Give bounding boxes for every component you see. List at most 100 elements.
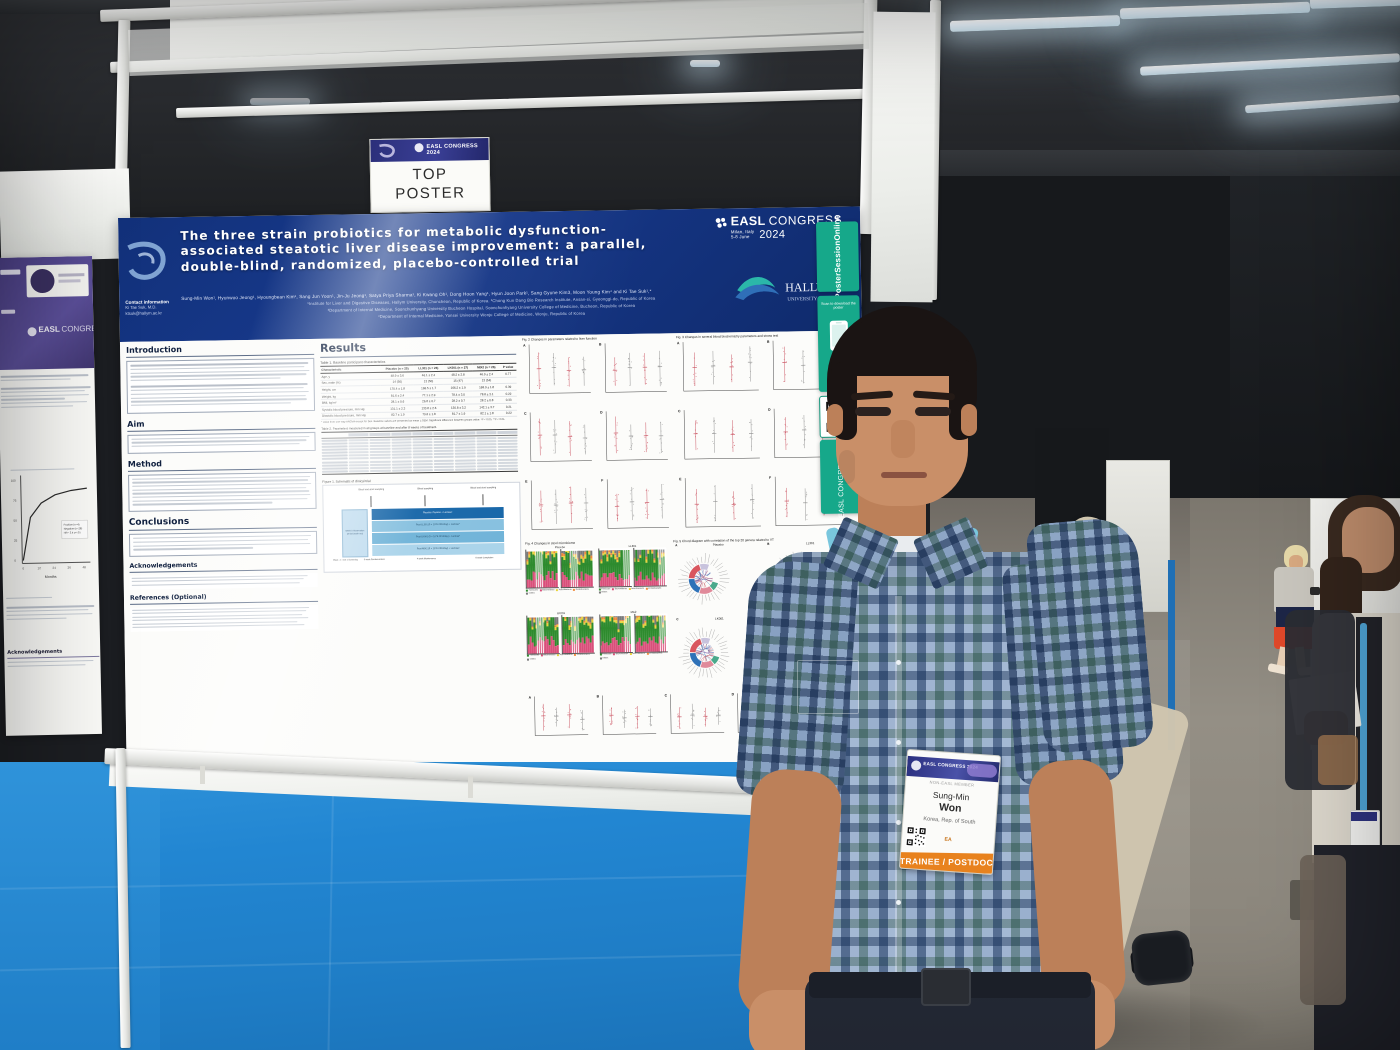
flow-arm-bar: Post LL301 (5 × 10^9 CFU/day) + Lactose² xyxy=(372,519,504,532)
svg-text:D: D xyxy=(600,410,603,414)
section-heading: Introduction xyxy=(126,343,314,355)
top-poster-sign: EASL CONGRESS 2024 TOP POSTER xyxy=(369,137,490,213)
fig4-legend: Firmicutes Bacteroidetes Actinobacteria Pro… xyxy=(599,652,669,659)
easl-dots-icon xyxy=(715,217,728,228)
flow-arm-bar: Post LK001 (5 × 10^9 CFU/day) + Lactose² xyxy=(372,531,504,544)
poster-middle-column: Results Table 1. Baseline participant ch… xyxy=(320,336,520,573)
table-cell: 79.6 ± 1.8 xyxy=(414,411,443,418)
svg-text:C: C xyxy=(664,693,667,697)
cheek-shadow xyxy=(839,450,855,484)
fig4-legend: Firmicutes Bacteroidetes Actinobacteria Pro… xyxy=(526,588,596,595)
neighbour-university-logo xyxy=(26,264,89,297)
svg-text:C: C xyxy=(524,412,527,416)
watch-face[interactable] xyxy=(1130,929,1193,987)
shirt-button xyxy=(896,820,901,825)
svg-text:0: 0 xyxy=(22,566,24,570)
stacked-bar-chart xyxy=(598,548,632,588)
svg-text:A: A xyxy=(523,344,526,348)
neighbour-poster-header: EASL CONGRESS xyxy=(0,256,94,370)
flow-sample-label: Blood and stool sampling xyxy=(347,488,395,491)
shirt-button xyxy=(896,740,901,745)
fig4-panel: Mix2 Firmicutes Bacteroidetes Actinobacteri… xyxy=(599,609,669,673)
stacked-bar-chart xyxy=(525,549,559,589)
svg-text:C: C xyxy=(678,409,681,413)
stacked-bar-chart xyxy=(634,613,668,653)
figure-subpanel: B xyxy=(597,339,671,405)
contact-email: ktsuk@hallym.ac.kr xyxy=(125,310,161,316)
shirt-sleeve-right-overlap xyxy=(1025,516,1155,755)
top-poster-band: EASL CONGRESS 2024 xyxy=(370,138,488,162)
ear-left xyxy=(827,404,843,436)
fig4-panel: Placebo Firmicutes Bacteroidetes Actinobact… xyxy=(525,545,595,609)
figure1-block: Figure 1. Schematic of clinical trial Bl… xyxy=(322,477,519,573)
eye-right xyxy=(915,407,951,416)
attendee-badge-band xyxy=(1351,812,1377,821)
svg-text:A: A xyxy=(677,341,680,345)
ear-right xyxy=(961,404,977,436)
screening-box: Week 0 Observation period (wash-out) xyxy=(342,509,369,557)
section-aim: Aim xyxy=(127,417,316,454)
table-cell: 82.7 ± 1.9 xyxy=(381,411,414,418)
section-body xyxy=(127,432,315,454)
section-heading: Aim xyxy=(127,417,315,429)
neighbour-chart-svg: 02550 75100 0 12 24 36 48 Months Positive (… xyxy=(4,464,94,586)
nose xyxy=(891,420,915,458)
fig4-legend: Firmicutes Bacteroidetes Actinobacteria Pro… xyxy=(527,654,597,661)
shirt-button xyxy=(896,660,901,665)
fig4-panel: LK001 Firmicutes Bacteroidetes Actinobacter… xyxy=(526,610,596,674)
table-cell: Diastolic blood pressure, mm Hg xyxy=(321,412,381,420)
ceiling-beam-secondary xyxy=(940,150,1400,176)
top-poster-line2: POSTER xyxy=(371,183,489,204)
figure-subpanel: B xyxy=(595,692,661,748)
liver-swirl-icon xyxy=(376,142,402,158)
top-poster-line1: TOP xyxy=(371,164,489,185)
figure-subpanel: A xyxy=(528,693,594,749)
dot-plot-panel: F xyxy=(600,475,671,536)
belt-buckle xyxy=(921,968,971,1006)
svg-text:Negative (n=28): Negative (n=28) xyxy=(64,526,83,530)
mouth xyxy=(881,472,927,478)
flow-sample-label: Blood sampling xyxy=(407,488,443,491)
fig4-legend: Firmicutes Bacteroidetes Actinobacteria Pro… xyxy=(598,587,668,594)
easl-year: 2024 xyxy=(759,229,785,241)
attendee-phone xyxy=(1310,587,1320,595)
neighbour-poster-left: EASL CONGRESS 0 25 50 75 100 xyxy=(0,256,102,736)
svg-text:50: 50 xyxy=(13,519,17,523)
easl-acronym: EASL xyxy=(731,214,766,229)
shirt-button xyxy=(896,900,901,905)
svg-text:48: 48 xyxy=(82,565,86,569)
neighbour-chart-xlabel: Months xyxy=(45,575,57,579)
section-body xyxy=(130,605,318,632)
dot-plot-panel: C xyxy=(523,409,594,470)
stacked-bar-chart xyxy=(633,547,667,587)
attendee-bag xyxy=(1300,855,1346,1005)
svg-text:F: F xyxy=(601,478,603,482)
stacked-bar-chart xyxy=(526,615,560,655)
neighbour-line-chart: 0 25 50 75 100 0 12 24 36 48 Months Positive (… xyxy=(4,464,95,596)
booth-leg xyxy=(200,766,205,784)
conference-badge[interactable]: EASL CONGRESS 2024 NON-EASL MEMBER Sung-… xyxy=(899,749,1001,875)
results-heading: Results xyxy=(320,339,516,355)
dot-plot-panel: E xyxy=(524,477,595,538)
svg-text:HR= 3.4 p<.05: HR= 3.4 p<.05 xyxy=(64,530,82,534)
badge-country: Korea, Rep. of South xyxy=(903,815,995,827)
flow-timepoint: 8 week Completion xyxy=(470,557,498,560)
ceiling-tube-light xyxy=(690,60,720,67)
neighbour-easl-logo: EASL CONGRESS xyxy=(27,322,87,343)
flow-timepoint: 4 week Maintenance xyxy=(412,558,440,561)
shirt-pocket xyxy=(797,660,859,714)
section-references: References (Optional) xyxy=(130,592,319,632)
figure4-block: Fig. 4 Changes in stool microbiome Place… xyxy=(525,539,669,691)
svg-text:E: E xyxy=(679,477,682,481)
svg-text:24: 24 xyxy=(52,566,56,570)
person-foreground: EASL xyxy=(735,300,1295,1050)
flow-arm-bar: Post MIX2 (5 × 10^9 CFU/day) + Lactose² xyxy=(372,543,504,556)
section-introduction: Introduction xyxy=(126,343,315,414)
chord-panel-id: A xyxy=(675,543,677,547)
booth-leg xyxy=(468,776,473,798)
photo-scene: EASL CONGRESS 0 25 50 75 100 xyxy=(0,0,1400,1050)
figure-subpanel: F xyxy=(600,475,674,541)
fig4-panel: LL301 Firmicutes Bacteroidetes Actinobacter… xyxy=(598,543,668,607)
baseline-characteristics-table: Characteristic Placebo (n = 25) LL301 (n… xyxy=(320,363,517,420)
section-method: Method xyxy=(128,457,317,512)
